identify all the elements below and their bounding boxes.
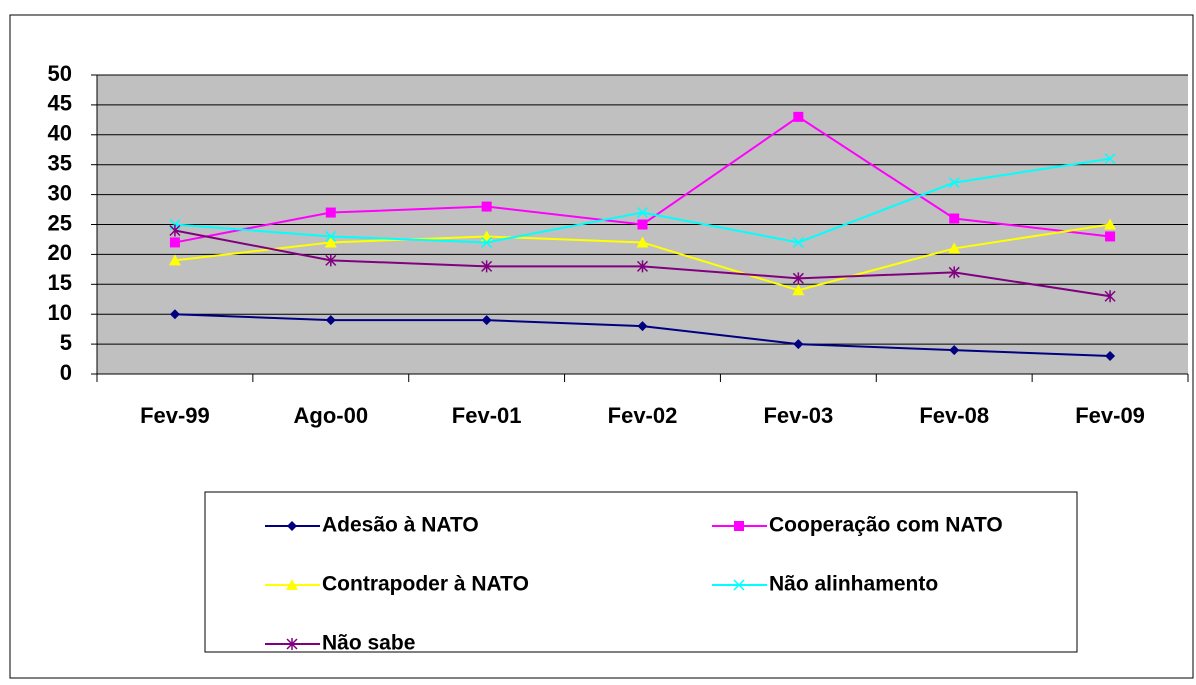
y-tick-label: 15 [48, 270, 72, 295]
x-tick-label: Fev-08 [919, 403, 989, 428]
y-tick-label: 30 [48, 180, 72, 205]
legend-marker [733, 579, 745, 591]
y-tick-label: 10 [48, 300, 72, 325]
data-point [1105, 231, 1116, 242]
y-tick-label: 40 [48, 121, 72, 146]
data-point [948, 242, 961, 254]
data-point [325, 315, 336, 326]
legend-box [204, 491, 1078, 653]
x-tick-label: Fev-02 [608, 403, 678, 428]
data-point [636, 207, 649, 219]
legend-label: Adesão à NATO [322, 514, 479, 537]
x-tick-label: Ago-00 [294, 403, 369, 428]
x-tick-label: Fev-09 [1075, 403, 1145, 428]
data-point [1105, 351, 1116, 362]
data-point [637, 219, 648, 230]
data-point [949, 345, 960, 356]
data-point [636, 260, 649, 273]
data-point [481, 236, 493, 248]
y-tick-label: 50 [48, 61, 72, 86]
x-tick-label: Fev-01 [452, 403, 522, 428]
y-tick-label: 0 [60, 360, 72, 385]
data-point [948, 177, 960, 189]
legend-marker [286, 638, 298, 650]
data-point [168, 254, 181, 266]
data-point [481, 260, 493, 273]
data-point [325, 230, 337, 242]
y-tick-label: 20 [48, 240, 72, 265]
legend-label: Não sabe [322, 632, 415, 655]
data-point [1104, 290, 1116, 303]
y-tick-label: 25 [48, 210, 72, 235]
data-point [793, 339, 804, 350]
data-point [792, 272, 804, 285]
x-tick-label: Fev-03 [763, 403, 833, 428]
data-point [1104, 153, 1116, 165]
data-point [169, 224, 181, 237]
data-point [637, 321, 648, 332]
data-point [949, 213, 960, 224]
data-point [169, 309, 180, 320]
data-point [481, 315, 492, 326]
data-point [792, 284, 805, 296]
data-point [793, 111, 804, 122]
x-tick-label: Fev-99 [140, 403, 210, 428]
data-point [636, 236, 649, 248]
data-point [325, 207, 336, 218]
legend-label: Cooperação com NATO [769, 514, 1003, 537]
legend-label: Não alinhamento [769, 573, 938, 596]
legend-label: Contrapoder à NATO [322, 573, 529, 596]
data-point [1104, 218, 1117, 230]
legend-marker [287, 521, 297, 531]
legend-marker [734, 521, 744, 531]
y-tick-label: 5 [60, 330, 72, 355]
data-point [324, 236, 337, 248]
data-point [169, 237, 180, 248]
y-tick-label: 45 [48, 91, 72, 116]
data-point [325, 254, 337, 267]
data-point [792, 236, 804, 248]
data-point [481, 201, 492, 212]
data-point [948, 266, 960, 279]
y-tick-label: 35 [48, 151, 72, 176]
legend-marker [286, 579, 298, 590]
